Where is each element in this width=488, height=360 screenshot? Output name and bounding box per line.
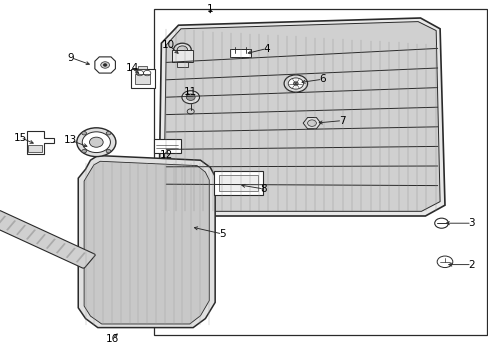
FancyArrow shape — [0, 216, 6, 226]
FancyArrow shape — [36, 234, 46, 244]
Text: 13: 13 — [64, 135, 78, 145]
Bar — [176, 62, 188, 67]
FancyBboxPatch shape — [0, 211, 95, 268]
Bar — [172, 50, 192, 62]
Polygon shape — [84, 161, 209, 324]
Polygon shape — [95, 57, 115, 73]
Circle shape — [434, 218, 447, 228]
Text: 3: 3 — [468, 218, 474, 228]
Text: 4: 4 — [263, 44, 269, 54]
Text: 9: 9 — [67, 53, 74, 63]
Circle shape — [284, 75, 307, 92]
Polygon shape — [159, 18, 444, 216]
Circle shape — [177, 46, 187, 53]
Bar — [154, 9, 486, 335]
Bar — [213, 171, 262, 194]
Circle shape — [81, 149, 86, 153]
Polygon shape — [163, 22, 439, 211]
Circle shape — [186, 94, 195, 100]
FancyArrow shape — [46, 238, 56, 249]
Bar — [28, 145, 42, 152]
Text: 2: 2 — [468, 260, 474, 270]
FancyArrow shape — [56, 243, 66, 253]
Bar — [229, 49, 251, 57]
Circle shape — [173, 43, 191, 56]
Bar — [218, 175, 257, 191]
Text: 16: 16 — [105, 334, 119, 344]
Circle shape — [89, 137, 103, 147]
FancyArrow shape — [6, 220, 16, 231]
Bar — [135, 74, 150, 84]
Text: 14: 14 — [125, 63, 139, 73]
Circle shape — [182, 91, 199, 104]
Text: 15: 15 — [14, 132, 27, 143]
Circle shape — [106, 149, 111, 153]
Circle shape — [293, 82, 298, 85]
FancyArrow shape — [66, 248, 76, 258]
Text: 10: 10 — [162, 40, 175, 50]
Bar — [153, 139, 181, 153]
Bar — [131, 69, 154, 88]
Circle shape — [106, 131, 111, 135]
Circle shape — [307, 120, 316, 126]
Circle shape — [81, 131, 86, 135]
Text: 1: 1 — [206, 4, 213, 14]
Polygon shape — [303, 117, 320, 129]
Polygon shape — [26, 131, 54, 153]
Polygon shape — [78, 156, 215, 328]
Circle shape — [287, 78, 303, 89]
Circle shape — [77, 128, 116, 157]
Text: 8: 8 — [260, 184, 267, 194]
FancyArrow shape — [26, 229, 36, 240]
FancyArrow shape — [76, 252, 85, 263]
Text: 7: 7 — [338, 116, 345, 126]
Text: 12: 12 — [159, 150, 173, 160]
Text: 5: 5 — [219, 229, 225, 239]
Circle shape — [82, 132, 110, 153]
Circle shape — [187, 109, 194, 114]
Bar — [138, 66, 147, 69]
Circle shape — [103, 64, 107, 66]
Text: 6: 6 — [319, 74, 325, 84]
Circle shape — [101, 62, 109, 68]
FancyArrow shape — [16, 225, 26, 235]
Circle shape — [436, 256, 452, 267]
Text: 11: 11 — [183, 87, 197, 97]
